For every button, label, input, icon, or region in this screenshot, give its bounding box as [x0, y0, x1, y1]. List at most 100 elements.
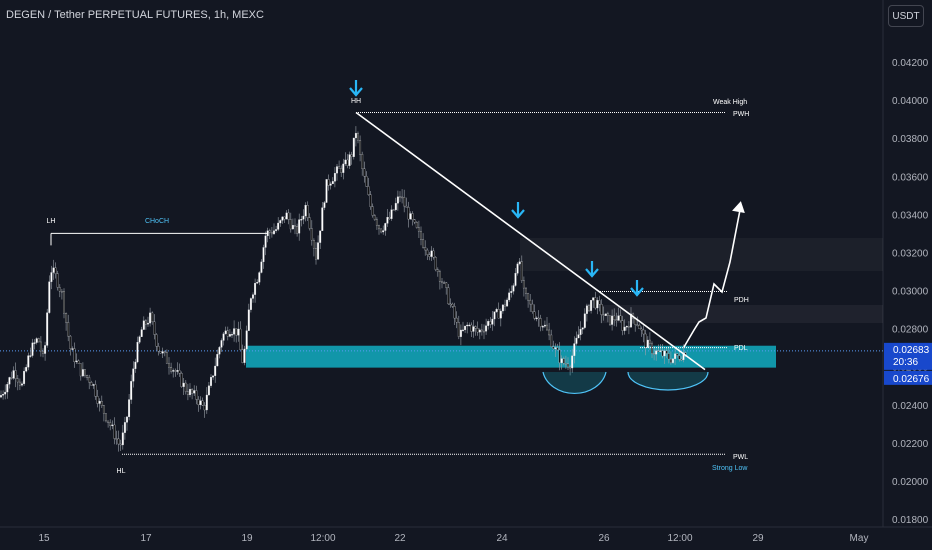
candle	[384, 223, 387, 231]
candle	[537, 317, 540, 320]
candle	[138, 336, 141, 343]
cup-shape-left	[542, 371, 607, 394]
candle	[281, 216, 284, 221]
candle	[518, 261, 521, 265]
candle	[625, 325, 628, 328]
candle	[525, 287, 527, 294]
candle	[615, 319, 618, 321]
candle	[6, 384, 9, 393]
candle	[220, 340, 223, 348]
candle	[579, 329, 582, 335]
candle	[14, 370, 17, 380]
candle	[636, 324, 639, 326]
candle	[386, 217, 389, 224]
candle	[571, 355, 574, 369]
candle	[415, 222, 418, 228]
candle	[331, 181, 334, 185]
candle	[218, 347, 221, 355]
down-arrow-lh2-head	[511, 209, 525, 219]
candle	[241, 349, 244, 363]
candle	[256, 282, 259, 284]
price-tick-label: 0.03000	[892, 287, 929, 298]
candle	[638, 324, 641, 330]
candle	[455, 317, 458, 323]
candle	[312, 240, 315, 249]
candle	[588, 305, 590, 311]
candle	[640, 328, 643, 331]
candle	[308, 217, 311, 229]
candle	[483, 330, 485, 333]
candle	[399, 196, 401, 198]
candle	[123, 422, 126, 433]
candle	[382, 230, 385, 233]
candle	[659, 350, 662, 352]
currency-button[interactable]: USDT	[888, 5, 924, 27]
candle	[25, 367, 28, 372]
candle	[98, 401, 101, 404]
candle	[333, 173, 336, 182]
candle	[96, 396, 99, 404]
candle	[417, 227, 420, 232]
candle	[71, 348, 74, 350]
candle	[155, 334, 158, 347]
candle	[323, 202, 326, 208]
candle	[585, 305, 588, 314]
candle	[485, 325, 488, 332]
candle	[134, 361, 137, 369]
candle	[357, 133, 359, 141]
candle	[203, 405, 206, 411]
candle	[180, 373, 183, 387]
label-weak-high: Weak High	[713, 99, 747, 106]
candle	[128, 399, 131, 418]
candle	[42, 350, 44, 354]
candle	[56, 273, 59, 288]
candle	[275, 229, 278, 231]
candle	[573, 343, 576, 356]
candle	[126, 416, 128, 423]
candle	[543, 324, 546, 327]
candle	[294, 225, 296, 227]
candle	[468, 324, 471, 327]
candle	[176, 370, 179, 372]
candle	[18, 381, 21, 386]
time-tick-label: 19	[241, 533, 253, 544]
candle	[279, 220, 282, 224]
projection-arrowhead	[732, 201, 745, 213]
candle	[354, 133, 357, 139]
candle	[459, 329, 462, 337]
candle	[319, 230, 322, 243]
candle	[508, 292, 511, 301]
candle	[375, 219, 378, 226]
time-tick-label: 17	[140, 533, 152, 544]
candle	[63, 291, 65, 314]
candle	[235, 328, 238, 336]
candle	[516, 263, 519, 274]
candle	[144, 320, 147, 325]
candle	[33, 342, 36, 344]
candle	[191, 389, 194, 394]
candle	[428, 254, 431, 257]
candle	[651, 343, 653, 354]
candle	[189, 389, 191, 396]
candle	[489, 321, 492, 325]
candle	[107, 420, 110, 423]
candle	[627, 325, 630, 328]
candle	[401, 196, 404, 199]
candle	[420, 230, 422, 240]
second-price-value: 0.02676	[893, 374, 930, 385]
candle	[268, 230, 271, 233]
candle	[149, 312, 152, 324]
candle	[682, 352, 685, 360]
candle	[546, 324, 548, 331]
candle	[277, 222, 280, 230]
label-strong-low: Strong Low	[712, 465, 748, 472]
candle	[239, 328, 242, 351]
candle	[31, 342, 34, 356]
candle	[67, 322, 70, 337]
candle	[252, 294, 254, 299]
candle	[291, 225, 294, 230]
candle	[602, 314, 605, 316]
candle	[121, 432, 124, 446]
candle	[12, 370, 15, 379]
